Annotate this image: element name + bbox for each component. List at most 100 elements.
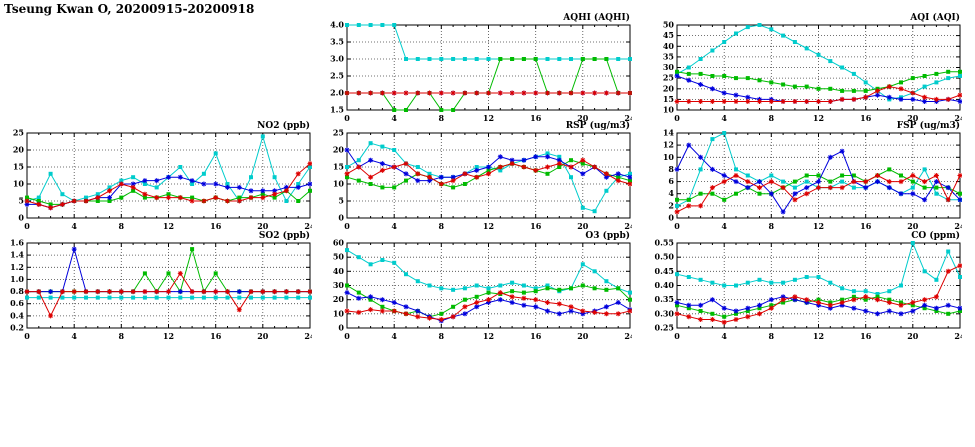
chart-canvas: 0246810121404812162024 [663, 128, 966, 232]
svg-text:0: 0 [674, 331, 680, 341]
svg-text:20: 20 [577, 331, 589, 341]
svg-text:20: 20 [577, 221, 589, 231]
svg-text:24: 24 [624, 113, 632, 123]
chart-canvas: 0 5 10 15 20 25 0 4 8 12 16 20 24 [333, 128, 636, 232]
svg-text:25: 25 [663, 73, 674, 83]
svg-text:3.5: 3.5 [330, 37, 344, 47]
svg-text:12: 12 [483, 331, 494, 341]
svg-text:0.50: 0.50 [655, 252, 675, 262]
svg-text:16: 16 [860, 113, 872, 123]
svg-text:16: 16 [530, 331, 542, 341]
chart-co: 0.250.300.350.400.450.500.5504812162024 … [650, 230, 966, 342]
svg-text:16: 16 [210, 221, 222, 231]
svg-text:4: 4 [391, 331, 397, 341]
svg-text:8: 8 [769, 221, 775, 231]
svg-text:0: 0 [338, 323, 344, 333]
chart-plot-rsp: 0 5 10 15 20 25 0 4 8 12 16 20 24 [320, 120, 636, 232]
svg-text:24: 24 [954, 113, 962, 123]
svg-text:0: 0 [24, 331, 30, 341]
svg-text:20: 20 [333, 145, 345, 155]
svg-text:24: 24 [954, 331, 962, 341]
svg-text:20: 20 [907, 221, 919, 231]
svg-text:50: 50 [663, 20, 675, 30]
svg-text:0.4: 0.4 [10, 310, 24, 320]
svg-text:0: 0 [674, 113, 680, 123]
chart-plot-o3: 0 10 20 30 40 50 60 0 4 8 12 16 20 24 [320, 230, 636, 342]
svg-text:10: 10 [663, 152, 675, 162]
svg-text:4: 4 [721, 113, 727, 123]
svg-text:24: 24 [304, 331, 312, 341]
chart-fsp: 0246810121404812162024 FSP (ug/m3) [650, 120, 966, 232]
svg-text:4: 4 [71, 331, 77, 341]
svg-text:25: 25 [13, 128, 24, 138]
chart-rsp: 0 5 10 15 20 25 0 4 8 12 16 20 24 RSP (ug/m3) [320, 120, 636, 232]
svg-text:12: 12 [813, 331, 824, 341]
svg-text:6: 6 [668, 176, 674, 186]
svg-text:20: 20 [257, 331, 269, 341]
chart-title-o3: O3 (ppb) [585, 231, 630, 241]
chart-canvas: 1.5 2.0 2.5 3.0 3.5 4.0 0 4 8 12 16 20 24 [330, 20, 636, 124]
svg-text:0.40: 0.40 [655, 280, 675, 290]
chart-plot-no2: 0 5 10 15 20 25 0 4 8 12 16 20 24 [0, 120, 316, 232]
chart-no2: 0 5 10 15 20 25 0 4 8 12 16 20 24 NO2 (ppb) [0, 120, 316, 232]
svg-text:20: 20 [907, 331, 919, 341]
svg-text:35: 35 [663, 51, 674, 61]
chart-title-fsp: FSP (ug/m3) [896, 121, 960, 131]
chart-plot-aqhi: 1.5 2.0 2.5 3.0 3.5 4.0 0 4 8 12 16 20 24 [320, 12, 636, 124]
svg-text:12: 12 [483, 113, 494, 123]
svg-text:1.5: 1.5 [330, 105, 344, 115]
svg-text:0.6: 0.6 [10, 298, 24, 308]
svg-text:15: 15 [13, 162, 24, 172]
svg-text:0: 0 [24, 221, 30, 231]
svg-text:10: 10 [13, 179, 25, 189]
svg-text:5: 5 [338, 196, 344, 206]
svg-text:2: 2 [668, 200, 674, 210]
svg-text:1.4: 1.4 [10, 250, 24, 260]
svg-text:0: 0 [338, 213, 344, 223]
svg-text:4: 4 [721, 221, 727, 231]
svg-text:0.25: 0.25 [655, 323, 674, 333]
svg-text:12: 12 [163, 221, 174, 231]
svg-text:20: 20 [663, 83, 675, 93]
chart-canvas: 0.25 0.30 0.35 0.40 0.45 0.50 0.55 0 4 8 12 16 20 24 [655, 238, 966, 342]
svg-text:24: 24 [304, 221, 312, 231]
svg-text:8: 8 [439, 113, 445, 123]
svg-text:1.6: 1.6 [10, 238, 24, 248]
chart-title-aqi: AQI (AQI) [910, 13, 960, 23]
svg-text:0.30: 0.30 [655, 308, 675, 318]
chart-canvas: 10152025303540455004812162024 [663, 20, 966, 124]
svg-text:10: 10 [663, 105, 675, 115]
chart-canvas: 0.2 0.4 0.6 0.8 1.0 1.2 1.4 1.6 0 4 8 12 16 20 24 [10, 238, 316, 342]
svg-text:4: 4 [721, 331, 727, 341]
svg-text:0: 0 [674, 221, 680, 231]
chart-plot-aqi: 10152025303540455004812162024 [650, 12, 966, 124]
chart-title-so2: SO2 (ppb) [258, 231, 310, 241]
svg-text:16: 16 [530, 221, 542, 231]
svg-text:50: 50 [333, 252, 345, 262]
svg-text:20: 20 [577, 113, 589, 123]
svg-text:0: 0 [668, 213, 674, 223]
chart-so2: 0.2 0.4 0.6 0.8 1.0 1.2 1.4 1.6 0 4 8 12 16 20 24 SO2 … [0, 230, 316, 342]
svg-text:12: 12 [163, 331, 174, 341]
svg-text:0: 0 [18, 213, 24, 223]
svg-text:5: 5 [18, 196, 24, 206]
svg-text:0.45: 0.45 [655, 266, 674, 276]
chart-plot-so2: 0.2 0.4 0.6 0.8 1.0 1.2 1.4 1.6 0 4 8 12 16 20 24 [0, 230, 316, 342]
svg-text:16: 16 [210, 331, 222, 341]
svg-text:0.55: 0.55 [655, 238, 674, 248]
svg-text:60: 60 [333, 238, 345, 248]
svg-text:0: 0 [344, 113, 350, 123]
svg-text:8: 8 [119, 221, 125, 231]
svg-text:8: 8 [119, 331, 125, 341]
svg-text:8: 8 [668, 164, 674, 174]
svg-text:12: 12 [483, 221, 494, 231]
svg-text:20: 20 [257, 221, 269, 231]
chart-title-no2: NO2 (ppb) [257, 121, 310, 131]
svg-text:45: 45 [663, 30, 674, 40]
chart-canvas: 0 10 20 30 40 50 60 0 4 8 12 16 20 24 [333, 238, 636, 342]
svg-text:20: 20 [333, 294, 345, 304]
svg-text:8: 8 [769, 113, 775, 123]
svg-text:0.2: 0.2 [10, 323, 24, 333]
svg-text:16: 16 [860, 331, 872, 341]
